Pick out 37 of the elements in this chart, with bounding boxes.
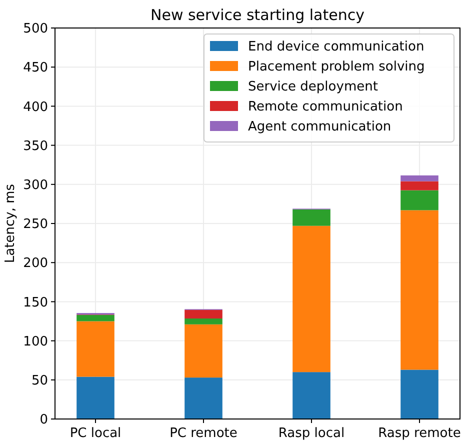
x-tick-label: PC remote xyxy=(170,426,238,441)
bar xyxy=(400,370,438,419)
bar xyxy=(400,190,438,210)
bar xyxy=(400,175,438,182)
bar xyxy=(292,209,330,226)
bar xyxy=(292,372,330,419)
bar xyxy=(184,318,222,324)
y-tick-label: 150 xyxy=(23,295,48,310)
x-tick-label: PC local xyxy=(70,426,122,441)
legend-label: Remote communication xyxy=(248,100,403,115)
legend-label: Placement problem solving xyxy=(248,60,425,75)
bar xyxy=(184,378,222,419)
y-tick-label: 0 xyxy=(40,412,48,428)
y-axis-title: Latency, ms xyxy=(3,184,18,264)
x-tick-label: Rasp local xyxy=(278,426,345,441)
y-tick-label: 200 xyxy=(23,256,48,272)
bar xyxy=(76,321,114,377)
y-tick-label: 450 xyxy=(23,60,48,76)
bar xyxy=(400,181,438,190)
legend-label: End device communication xyxy=(248,40,424,55)
bar xyxy=(400,210,438,370)
bar xyxy=(184,324,222,378)
chart-title: New service starting latency xyxy=(150,6,365,24)
y-tick-label: 500 xyxy=(23,22,48,37)
bar xyxy=(184,310,222,319)
bar xyxy=(76,376,114,419)
bar xyxy=(292,226,330,372)
legend-label: Service deployment xyxy=(248,80,378,95)
y-tick-label: 100 xyxy=(23,334,48,350)
y-tick-label: 250 xyxy=(23,217,48,232)
x-tick-label: Rasp remote xyxy=(378,426,461,441)
y-tick-label: 400 xyxy=(23,100,48,115)
y-tick-label: 50 xyxy=(31,373,48,388)
bar xyxy=(76,314,114,322)
y-tick-label: 300 xyxy=(23,178,48,193)
legend-label: Agent communication xyxy=(248,120,392,135)
y-tick-label: 350 xyxy=(23,138,48,154)
